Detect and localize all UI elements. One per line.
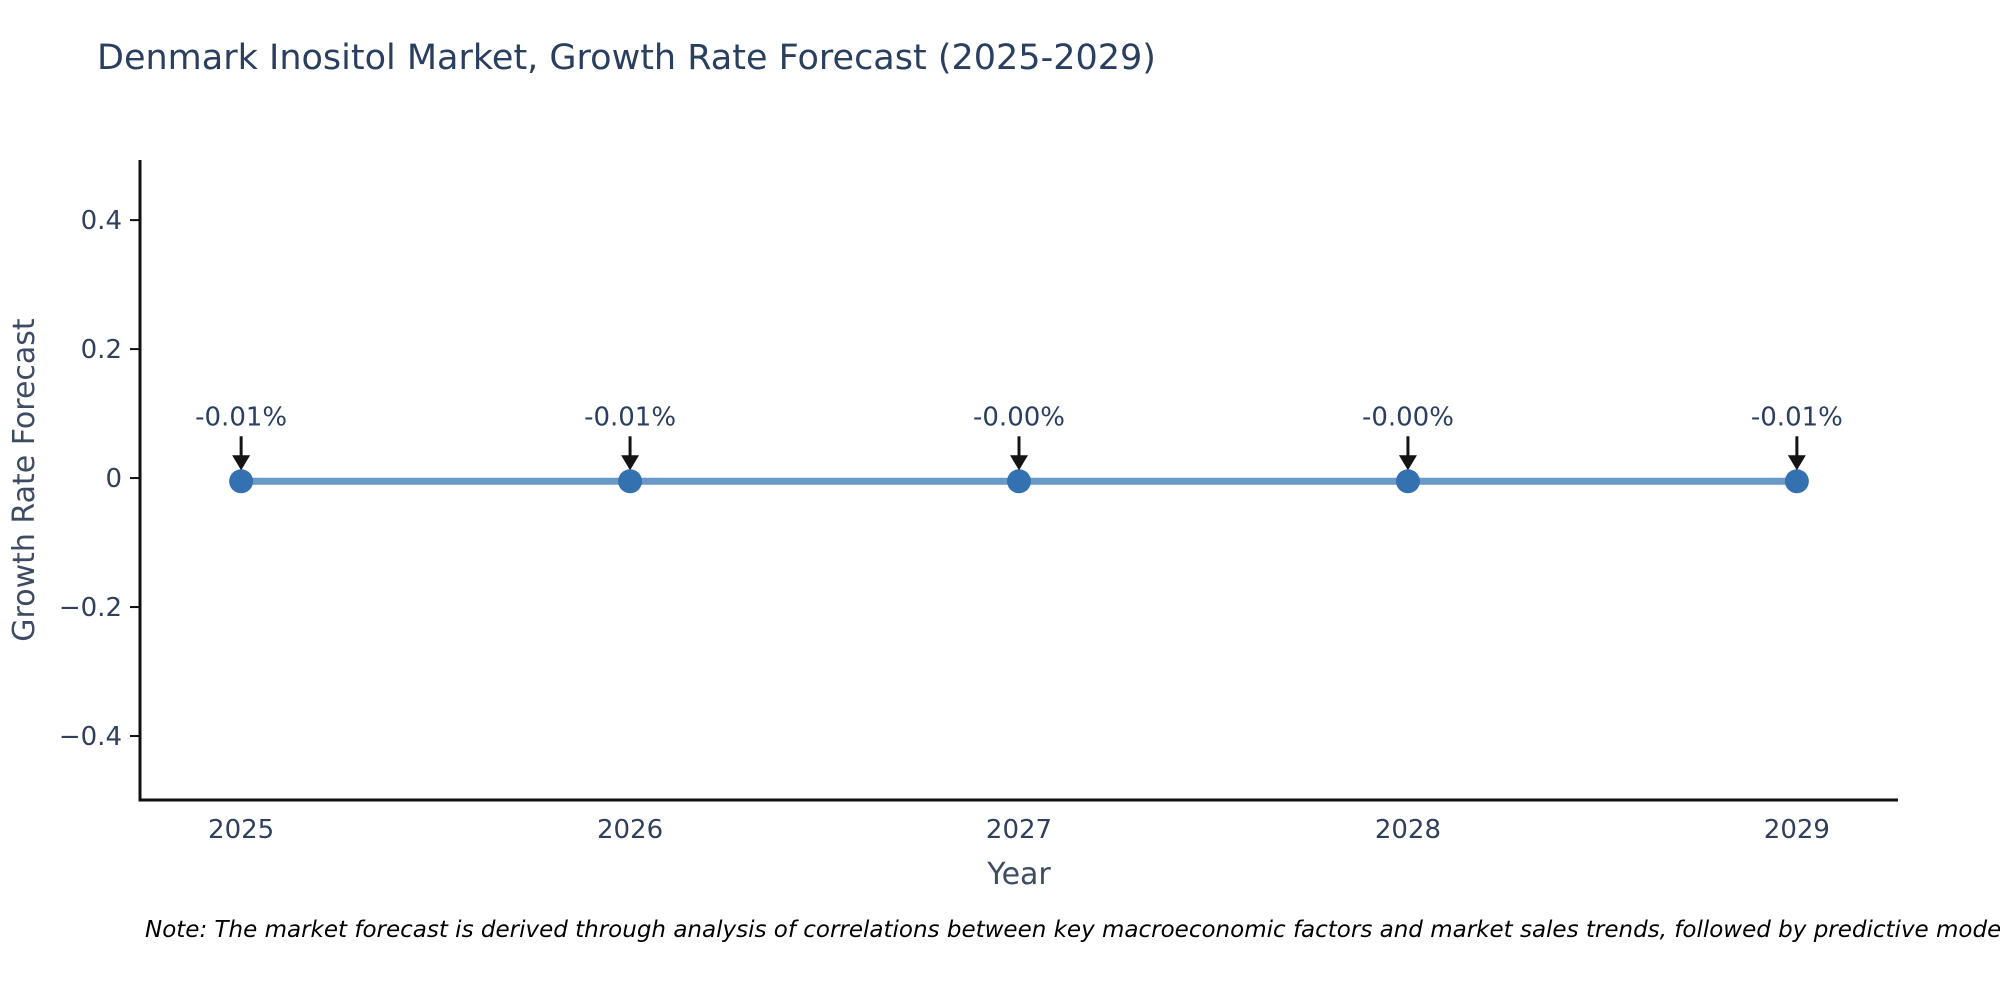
annotation-arrowhead-icon (1010, 455, 1028, 471)
point-annotation-label: -0.01% (584, 402, 676, 432)
data-point-marker[interactable] (1007, 469, 1031, 494)
data-point-marker[interactable] (618, 469, 643, 494)
point-annotation-label: -0.00% (973, 402, 1065, 432)
annotation-arrowhead-icon (621, 455, 640, 471)
y-tick-label: −0.2 (59, 593, 122, 623)
data-point-marker[interactable] (229, 469, 254, 494)
x-tick-label: 2027 (986, 815, 1052, 845)
data-point-marker[interactable] (1395, 469, 1420, 494)
x-tick-label: 2025 (208, 815, 274, 845)
data-point-marker[interactable] (1784, 469, 1809, 494)
point-annotation-label: -0.01% (195, 402, 287, 432)
chart-title: Denmark Inositol Market, Growth Rate For… (97, 38, 1156, 78)
y-axis-title: Growth Rate Forecast (7, 318, 42, 642)
x-axis-title: Year (986, 857, 1051, 892)
y-tick-label: 0 (105, 464, 122, 494)
x-tick-label: 2029 (1764, 815, 1830, 845)
y-tick-label: 0.4 (81, 206, 122, 236)
y-tick-label: 0.2 (81, 335, 122, 365)
x-tick-label: 2028 (1375, 815, 1441, 845)
y-tick-label: −0.4 (59, 722, 122, 752)
annotation-arrowhead-icon (1787, 455, 1806, 471)
point-annotation-label: -0.01% (1751, 402, 1843, 432)
chart-note: Note: The market forecast is derived thr… (145, 917, 2000, 943)
annotation-arrowhead-icon (232, 455, 251, 471)
point-annotation-label: -0.00% (1362, 402, 1454, 432)
x-tick-label: 2026 (597, 815, 663, 845)
annotation-arrowhead-icon (1398, 455, 1417, 471)
